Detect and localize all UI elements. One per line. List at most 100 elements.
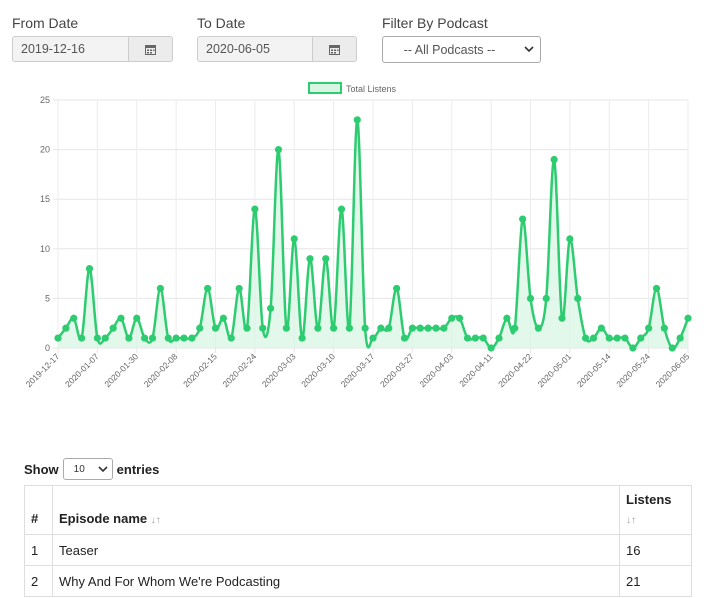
data-point[interactable] (298, 334, 306, 342)
data-point[interactable] (361, 324, 369, 332)
data-point[interactable] (156, 284, 164, 293)
data-point[interactable] (432, 324, 440, 332)
data-point[interactable] (274, 146, 283, 154)
data-point[interactable] (582, 334, 590, 342)
data-point[interactable] (558, 314, 566, 322)
data-point[interactable] (70, 314, 78, 322)
data-point[interactable] (550, 155, 558, 164)
data-point[interactable] (306, 255, 314, 263)
data-point[interactable] (605, 334, 613, 342)
data-point[interactable] (180, 334, 188, 342)
data-point[interactable] (133, 314, 141, 322)
to-date-calendar-button[interactable] (312, 37, 356, 61)
data-point[interactable] (235, 284, 243, 293)
data-point[interactable] (668, 344, 676, 352)
data-point[interactable] (125, 334, 133, 342)
data-point[interactable] (463, 334, 472, 342)
data-point[interactable] (456, 314, 464, 322)
sort-icon[interactable]: ↓↑ (626, 515, 636, 526)
sort-icon[interactable]: ↓↑ (150, 515, 161, 526)
data-point[interactable] (621, 334, 629, 342)
data-point[interactable] (495, 334, 503, 342)
data-point[interactable] (400, 334, 409, 342)
data-point[interactable] (85, 265, 94, 273)
data-point[interactable] (542, 294, 550, 302)
data-point[interactable] (652, 284, 661, 293)
data-point[interactable] (377, 324, 385, 332)
data-point[interactable] (204, 284, 212, 293)
data-point[interactable] (251, 205, 259, 213)
data-point[interactable] (211, 324, 220, 332)
data-point[interactable] (141, 334, 149, 342)
data-point[interactable] (526, 294, 535, 302)
from-date-value[interactable]: 2019-12-16 (21, 42, 85, 56)
data-point[interactable] (54, 334, 62, 342)
data-point[interactable] (408, 324, 416, 332)
data-point[interactable] (78, 334, 86, 342)
data-point[interactable] (566, 235, 574, 243)
series-area (58, 119, 688, 349)
data-point[interactable] (219, 314, 227, 322)
data-point[interactable] (148, 334, 157, 342)
x-tick-label: 2020-04-11 (457, 351, 495, 389)
data-point[interactable] (471, 334, 479, 342)
data-point[interactable] (322, 255, 330, 263)
data-point[interactable] (534, 324, 542, 332)
data-point[interactable] (243, 324, 251, 332)
chart-legend[interactable]: Total Listens (308, 82, 397, 94)
data-point[interactable] (282, 324, 290, 332)
data-point[interactable] (424, 324, 432, 332)
data-point[interactable] (345, 324, 353, 332)
data-point[interactable] (448, 314, 456, 322)
column-header-episode[interactable]: Episode name ↓↑ (52, 485, 620, 535)
data-point[interactable] (613, 334, 621, 342)
data-point[interactable] (393, 284, 401, 293)
data-point[interactable] (676, 334, 684, 342)
data-point[interactable] (164, 334, 172, 342)
table-row[interactable]: 1 Teaser 16 (24, 534, 692, 566)
data-point[interactable] (369, 334, 377, 342)
column-header-num[interactable]: # (24, 485, 53, 535)
table-row[interactable]: 2 Why And For Whom We're Podcasting 21 (24, 565, 692, 597)
data-point[interactable] (93, 334, 101, 342)
data-point[interactable] (479, 334, 487, 342)
data-point[interactable] (337, 205, 346, 213)
from-date-calendar-button[interactable] (128, 37, 172, 61)
data-point[interactable] (267, 304, 275, 312)
data-point[interactable] (62, 324, 70, 332)
data-point[interactable] (519, 215, 527, 223)
data-point[interactable] (511, 324, 519, 332)
entries-label: entries (116, 461, 160, 477)
data-point[interactable] (314, 324, 322, 332)
data-point[interactable] (196, 324, 204, 332)
data-point[interactable] (503, 314, 511, 322)
data-point[interactable] (330, 324, 338, 332)
data-point[interactable] (597, 324, 605, 332)
data-point[interactable] (440, 324, 448, 332)
from-date-field[interactable]: 2019-12-16 (12, 36, 173, 62)
to-date-field[interactable]: 2020-06-05 (197, 36, 357, 62)
data-point[interactable] (416, 324, 424, 332)
data-point[interactable] (259, 324, 267, 332)
data-point[interactable] (385, 324, 393, 332)
data-point[interactable] (629, 344, 637, 352)
data-point[interactable] (684, 314, 692, 322)
podcast-filter-select[interactable]: -- All Podcasts -- (382, 36, 541, 63)
data-point[interactable] (290, 235, 298, 243)
data-point[interactable] (227, 334, 235, 342)
data-point[interactable] (660, 324, 668, 332)
data-point[interactable] (637, 334, 645, 342)
page-size-select[interactable]: 10 (62, 458, 113, 480)
data-point[interactable] (101, 334, 109, 342)
to-date-value[interactable]: 2020-06-05 (206, 42, 270, 56)
data-point[interactable] (589, 334, 598, 342)
data-point[interactable] (188, 334, 196, 342)
column-header-listens[interactable]: Listens ↓↑ (619, 485, 692, 535)
data-point[interactable] (109, 324, 117, 332)
data-point[interactable] (487, 344, 495, 352)
data-point[interactable] (645, 324, 653, 332)
data-point[interactable] (574, 294, 582, 302)
data-point[interactable] (172, 334, 180, 342)
data-point[interactable] (117, 314, 125, 322)
data-point[interactable] (353, 116, 361, 124)
